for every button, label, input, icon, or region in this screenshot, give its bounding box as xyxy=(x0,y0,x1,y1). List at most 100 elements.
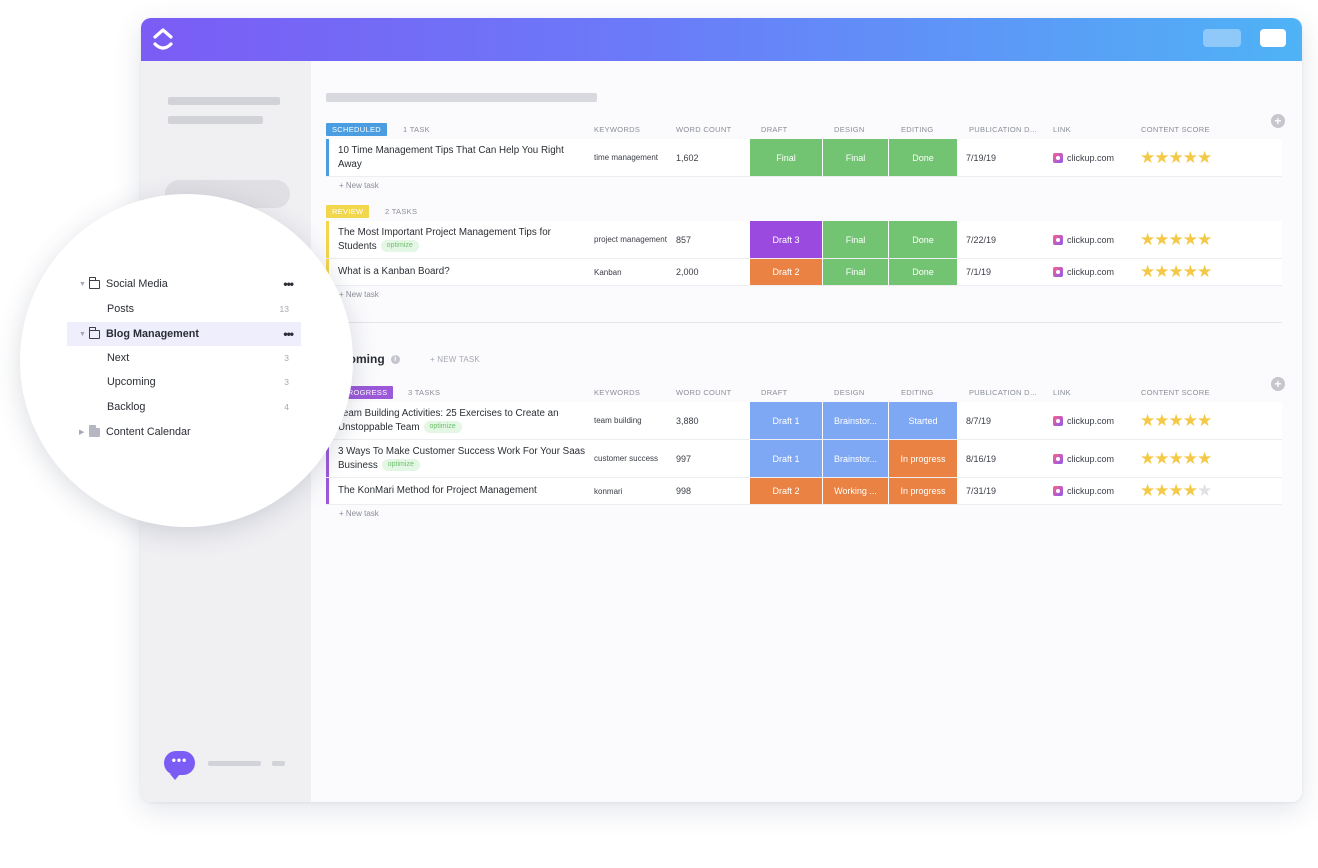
editing-status[interactable]: Done xyxy=(889,139,957,176)
col-keywords[interactable]: KEYWORDS xyxy=(594,125,641,134)
col-draft[interactable]: DRAFT xyxy=(761,388,788,397)
task-count: 3 TASKS xyxy=(408,388,441,397)
table-row[interactable]: The Most Important Project Management Ti… xyxy=(326,221,1282,259)
optimize-tag[interactable]: optimize xyxy=(380,239,419,252)
col-design[interactable]: DESIGN xyxy=(834,388,865,397)
col-publication-date[interactable]: PUBLICATION D... xyxy=(969,388,1038,397)
sidebar-item-backlog[interactable]: Backlog 4 xyxy=(107,401,289,413)
editing-status[interactable]: Done xyxy=(889,221,957,258)
col-link[interactable]: LINK xyxy=(1053,125,1071,134)
keywords-cell: konmari xyxy=(594,486,623,496)
info-icon[interactable]: i xyxy=(390,355,400,365)
sidebar-item-upcoming[interactable]: Upcoming 3 xyxy=(107,376,289,388)
publication-date[interactable]: 7/19/19 xyxy=(966,152,997,163)
col-design[interactable]: DESIGN xyxy=(834,125,865,134)
sidebar-item-content-calendar[interactable]: ▶ Content Calendar xyxy=(79,425,191,438)
task-name[interactable]: What is a Kanban Board? xyxy=(338,266,450,277)
content-score-stars[interactable]: ★★★★★ xyxy=(1140,410,1212,430)
publication-date[interactable]: 7/22/19 xyxy=(966,234,997,245)
design-status[interactable]: Working ... xyxy=(823,478,888,504)
design-status[interactable]: Final xyxy=(823,139,888,176)
status-badge[interactable]: SCHEDULED xyxy=(326,123,387,136)
new-task-link[interactable]: + New task xyxy=(339,290,379,299)
col-editing[interactable]: EDITING xyxy=(901,388,934,397)
top-bar-action-button[interactable] xyxy=(1260,29,1286,47)
table-row[interactable]: The KonMari Method for Project Managemen… xyxy=(326,478,1282,505)
col-content-score[interactable]: CONTENT SCORE xyxy=(1141,125,1210,134)
editing-status[interactable]: Started xyxy=(889,402,957,439)
link-cell[interactable]: clickup.com xyxy=(1053,440,1133,477)
table-row[interactable]: What is a Kanban Board? Kanban 2,000 Dra… xyxy=(326,259,1282,286)
new-task-link[interactable]: + New task xyxy=(339,181,379,190)
link-cell[interactable]: clickup.com xyxy=(1053,259,1133,285)
status-badge[interactable]: REVIEW xyxy=(326,205,370,218)
new-task-button[interactable]: + NEW TASK xyxy=(430,355,480,364)
task-count: 2 TASKS xyxy=(385,207,418,216)
content-score-stars[interactable]: ★★★★★ xyxy=(1140,147,1212,167)
table-row[interactable]: 10 Time Management Tips That Can Help Yo… xyxy=(326,139,1282,177)
col-word-count[interactable]: WORD COUNT xyxy=(676,388,732,397)
top-bar-button[interactable] xyxy=(1203,29,1241,47)
list-count: 3 xyxy=(284,377,289,387)
draft-status[interactable]: Draft 3 xyxy=(750,221,822,258)
more-options-icon[interactable]: ••• xyxy=(283,277,294,291)
optimize-tag[interactable]: optimize xyxy=(423,420,462,433)
col-publication-date[interactable]: PUBLICATION D... xyxy=(969,125,1038,134)
col-keywords[interactable]: KEYWORDS xyxy=(594,388,641,397)
draft-status[interactable]: Draft 1 xyxy=(750,402,822,439)
col-link[interactable]: LINK xyxy=(1053,388,1071,397)
design-status[interactable]: Brainstor... xyxy=(823,440,888,477)
link-cell[interactable]: clickup.com xyxy=(1053,402,1133,439)
content-score-stars[interactable]: ★★★★★ xyxy=(1140,481,1212,500)
optimize-tag[interactable]: optimize xyxy=(381,458,420,471)
content-score-stars[interactable]: ★★★★★ xyxy=(1140,448,1212,468)
group-scheduled: SCHEDULED 1 TASK KEYWORDS WORD COUNT DRA… xyxy=(326,114,1285,195)
design-status[interactable]: Final xyxy=(823,259,888,285)
publication-date[interactable]: 8/16/19 xyxy=(966,453,997,464)
more-options-icon[interactable]: ••• xyxy=(283,327,294,341)
publication-date[interactable]: 8/7/19 xyxy=(966,415,992,426)
editing-status[interactable]: Done xyxy=(889,259,957,285)
add-column-icon[interactable]: + xyxy=(1271,114,1285,128)
link-cell[interactable]: clickup.com xyxy=(1053,139,1133,176)
link-cell[interactable]: clickup.com xyxy=(1053,221,1133,258)
task-name[interactable]: 10 Time Management Tips That Can Help Yo… xyxy=(338,144,564,170)
folder-icon xyxy=(88,277,100,289)
sidebar-item-posts[interactable]: Posts 13 xyxy=(107,303,289,315)
task-name[interactable]: The KonMari Method for Project Managemen… xyxy=(338,485,537,496)
content-score-stars[interactable]: ★★★★★ xyxy=(1140,229,1212,249)
editing-status[interactable]: In progress xyxy=(889,440,957,477)
link-cell[interactable]: clickup.com xyxy=(1053,478,1133,504)
chevron-down-icon[interactable]: ▼ xyxy=(79,330,86,338)
draft-status[interactable]: Final xyxy=(750,139,822,176)
editing-status[interactable]: In progress xyxy=(889,478,957,504)
draft-status[interactable]: Draft 2 xyxy=(750,478,822,504)
draft-status[interactable]: Draft 2 xyxy=(750,259,822,285)
task-name[interactable]: The Most Important Project Management Ti… xyxy=(338,226,551,252)
design-status[interactable]: Final xyxy=(823,221,888,258)
col-word-count[interactable]: WORD COUNT xyxy=(676,125,732,134)
column-headers: SCHEDULED 1 TASK KEYWORDS WORD COUNT DRA… xyxy=(326,114,1285,139)
chevron-right-icon[interactable]: ▶ xyxy=(79,429,85,436)
content-score-stars[interactable]: ★★★★★ xyxy=(1140,262,1212,281)
col-editing[interactable]: EDITING xyxy=(901,125,934,134)
table-row[interactable]: 3 Ways To Make Customer Success Work For… xyxy=(326,440,1282,478)
publication-date[interactable]: 7/31/19 xyxy=(966,486,997,496)
table-row[interactable]: Team Building Activities: 25 Exercises t… xyxy=(326,402,1282,440)
draft-status[interactable]: Draft 1 xyxy=(750,440,822,477)
col-draft[interactable]: DRAFT xyxy=(761,125,788,134)
chat-icon[interactable]: ••• xyxy=(164,751,195,780)
chevron-down-icon[interactable]: ▼ xyxy=(79,280,86,288)
word-count-cell: 1,602 xyxy=(676,152,699,163)
design-status[interactable]: Brainstor... xyxy=(823,402,888,439)
group-review: REVIEW 2 TASKS The Most Important Projec… xyxy=(326,203,1282,304)
add-column-icon[interactable]: + xyxy=(1271,377,1285,391)
sidebar-item-blog-management[interactable]: ▼ Blog Management ••• xyxy=(67,322,301,346)
task-name[interactable]: Team Building Activities: 25 Exercises t… xyxy=(338,407,559,433)
sidebar-item-next[interactable]: Next 3 xyxy=(107,352,289,364)
col-content-score[interactable]: CONTENT SCORE xyxy=(1141,388,1210,397)
publication-date[interactable]: 7/1/19 xyxy=(966,267,992,277)
new-task-link[interactable]: + New task xyxy=(339,509,379,518)
task-name[interactable]: 3 Ways To Make Customer Success Work For… xyxy=(338,445,586,471)
sidebar-item-social-media[interactable]: ▼ Social Media ••• xyxy=(79,277,294,291)
